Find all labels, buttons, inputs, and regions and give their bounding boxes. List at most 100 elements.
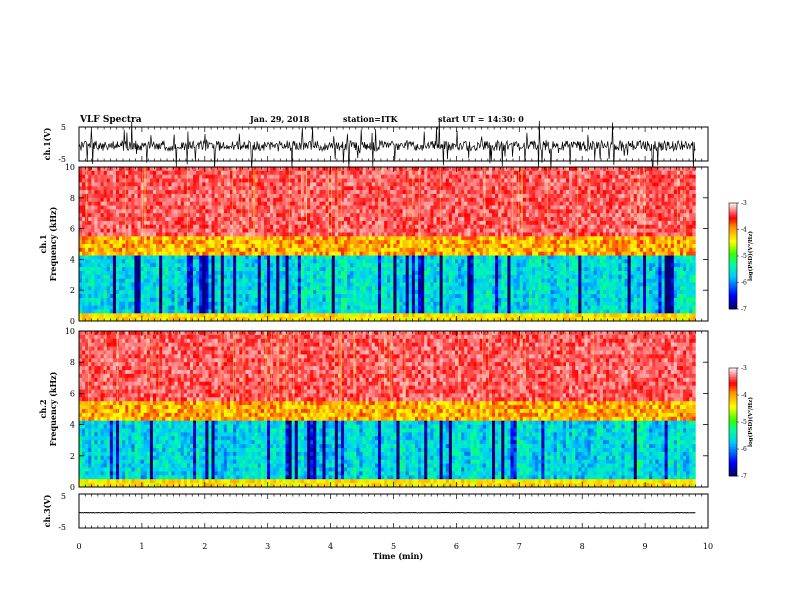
spec-cell (267, 305, 271, 310)
spec-cell (122, 267, 126, 272)
spec-cell (365, 286, 370, 291)
spec-cell (91, 247, 95, 252)
spec-cell (180, 193, 185, 199)
spec-cell (300, 313, 305, 318)
spec-cell (248, 228, 252, 233)
spec-cell (344, 294, 348, 299)
spec-cell (94, 240, 98, 245)
spec-cell (103, 263, 108, 268)
spec-cell (411, 193, 416, 199)
spec-cell (436, 197, 440, 202)
spec-cell (356, 232, 360, 237)
spec-cell (199, 228, 203, 233)
spec-cell (137, 317, 141, 322)
spec-cell (103, 224, 108, 229)
spec-cell (285, 309, 289, 314)
spec-cell (399, 305, 403, 310)
spec-cell (319, 282, 323, 287)
spec-cell (88, 217, 92, 222)
spec-cell (131, 294, 135, 299)
spec-cell (300, 255, 305, 260)
spec-cell (297, 240, 302, 245)
spec-cell (371, 290, 376, 295)
spec-cell (233, 182, 237, 187)
spec-cell (217, 182, 222, 187)
spec-cell (334, 251, 339, 256)
spec-cell (331, 305, 336, 310)
spec-cell (128, 167, 132, 172)
spec-cell (276, 217, 280, 222)
spec-cell (131, 236, 135, 241)
spec-cell (236, 213, 240, 218)
spec-cell (297, 259, 302, 264)
spec-cell (267, 274, 271, 279)
spec-cell (205, 174, 209, 179)
spec-cell (307, 220, 311, 226)
spec-cell (82, 270, 86, 276)
spec-cell (344, 220, 348, 226)
spec-cell (279, 244, 283, 249)
spec-cell (177, 240, 182, 245)
spec-cell (88, 190, 92, 195)
spec-cell (374, 263, 379, 268)
spec-cell (214, 174, 218, 179)
spec-cell (396, 317, 400, 322)
spec-cell (85, 263, 89, 268)
spec-cell (115, 220, 120, 226)
spec-cell (408, 205, 413, 210)
spec-cell (217, 228, 222, 233)
spec-cell (125, 178, 129, 183)
spec-cell (365, 263, 370, 268)
spec-cell (257, 197, 262, 202)
spec-cell (79, 213, 83, 218)
spec-cell (325, 205, 329, 210)
spec-cell (137, 240, 141, 245)
spec-cell (334, 244, 339, 249)
spec-cell (344, 309, 348, 314)
spec-cell (171, 286, 175, 291)
spec-cell (390, 286, 394, 291)
spec-cell (106, 317, 111, 322)
spec-cell (439, 224, 443, 229)
spec-cell (421, 217, 425, 222)
spec-cell (303, 255, 308, 260)
spec-cell (430, 313, 434, 318)
spec-cell (319, 259, 323, 264)
spec-cell (211, 301, 215, 306)
spec-cell (220, 228, 225, 233)
spec-cell (168, 201, 172, 206)
spec-cell (307, 313, 311, 318)
spec-cell (205, 263, 209, 268)
spec-cell (353, 301, 357, 306)
spec-cell (196, 170, 200, 175)
spec-cell (220, 313, 225, 318)
spec-cell (202, 236, 206, 241)
spec-cell (390, 213, 394, 218)
spec-cell (328, 247, 333, 252)
spec-cell (103, 282, 108, 287)
spec-cell (411, 263, 416, 268)
spec-cell (174, 244, 178, 249)
spec-cell (156, 313, 160, 318)
spec-cell (143, 274, 148, 279)
spec-cell (273, 213, 277, 218)
spec-cell (344, 317, 348, 322)
spec-cell (328, 209, 333, 214)
spec-cell (208, 217, 212, 222)
spec-cell (442, 236, 447, 241)
spec-cell (112, 244, 117, 249)
spec-cell (122, 317, 126, 322)
spec-cell (199, 232, 203, 237)
spec-cell (353, 294, 357, 299)
spec-cell (319, 305, 323, 310)
spec-cell (257, 247, 262, 252)
spec-cell (202, 220, 206, 226)
spec-cell (168, 213, 172, 218)
spec-cell (384, 174, 388, 179)
spec-cell (156, 244, 160, 249)
spec-cell (226, 251, 231, 256)
spec-cell (125, 240, 129, 245)
spec-cell (214, 190, 218, 195)
spec-cell (171, 282, 175, 287)
spec-cell (205, 197, 209, 202)
